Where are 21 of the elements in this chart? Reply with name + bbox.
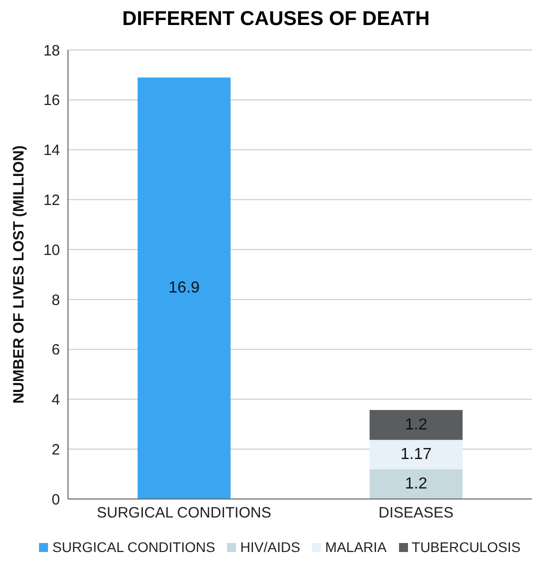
y-tick-label: 12: [43, 192, 60, 209]
legend-label: TUBERCULOSIS: [410, 539, 521, 555]
y-tick-label: 10: [43, 242, 60, 259]
y-tick-label: 6: [52, 342, 60, 359]
y-tick-label: 18: [43, 42, 60, 60]
y-tick-label: 14: [43, 142, 60, 160]
y-tick-label: 16: [43, 92, 60, 110]
y-tick-label: 4: [52, 392, 60, 409]
data-label: 1.17: [400, 446, 432, 463]
y-axis-title: NUMBER OF LIVES LOST (MILLION): [10, 145, 28, 404]
x-tick-label: DISEASES: [378, 504, 454, 522]
legend-label: MALARIA: [324, 539, 387, 555]
y-tick-label: 8: [52, 292, 60, 309]
data-label: 1.2: [404, 476, 428, 493]
chart-title: DIFFERENT CAUSES OF DEATH: [121, 8, 431, 32]
data-label: 16.9: [168, 280, 200, 297]
y-tick-label: 2: [52, 441, 60, 458]
y-tick-label: 0: [52, 491, 60, 508]
legend-label: HIV/AIDS: [239, 539, 300, 555]
data-label: 1.2: [404, 416, 428, 434]
legend-label: SURGICAL CONDITIONS: [51, 539, 216, 555]
